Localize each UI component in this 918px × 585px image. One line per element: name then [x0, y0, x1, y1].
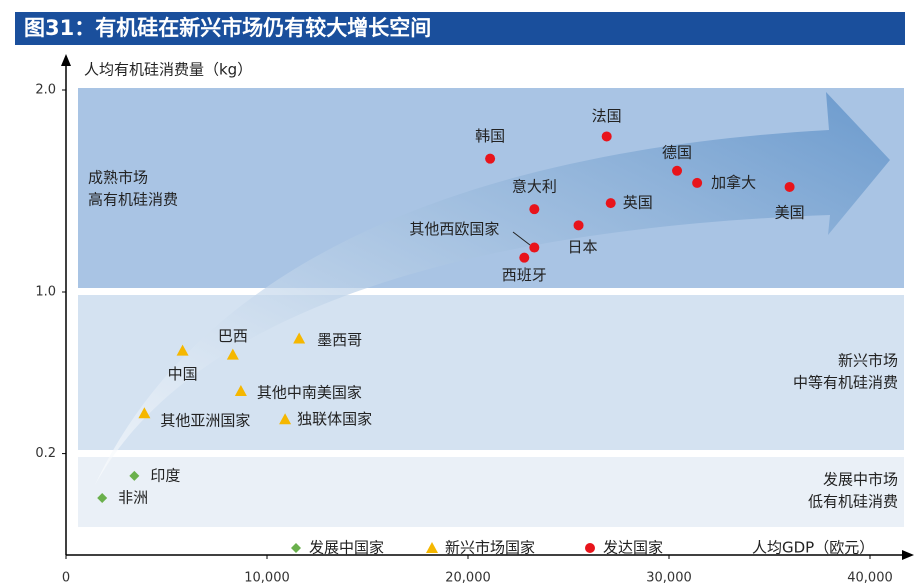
y-tick-label: 0.2 — [35, 446, 56, 461]
point-label: 意大利 — [512, 178, 557, 196]
chart-title: 图31：有机硅在新兴市场仍有较大增长空间 — [24, 16, 431, 40]
region-band — [78, 295, 904, 450]
legend-label: 发达国家 — [603, 539, 663, 557]
legend-label: 新兴市场国家 — [445, 539, 535, 557]
point-label: 印度 — [150, 466, 180, 484]
point-label: 法国 — [592, 107, 622, 125]
x-tick-label: 20,000 — [445, 571, 491, 585]
point-label: 韩国 — [475, 127, 505, 145]
point — [519, 252, 530, 263]
y-tick-label: 2.0 — [35, 83, 56, 98]
title-bar — [15, 12, 905, 45]
point — [529, 242, 540, 253]
point — [129, 470, 140, 481]
x-tick-label: 30,000 — [646, 571, 692, 585]
point — [529, 204, 540, 215]
legend-marker — [426, 542, 438, 553]
legend-marker — [585, 543, 595, 553]
region-label: 新兴市场 — [838, 352, 898, 370]
region-label: 发展中市场 — [823, 471, 898, 489]
region-label: 低有机硅消费 — [808, 493, 898, 511]
region-label: 高有机硅消费 — [88, 191, 178, 209]
point — [97, 493, 108, 504]
point-label: 其他中南美国家 — [257, 383, 362, 401]
point-label: 日本 — [568, 238, 598, 256]
point-label: 德国 — [662, 143, 692, 161]
point-label: 英国 — [623, 194, 653, 212]
y-tick-label: 1.0 — [35, 285, 56, 300]
x-tick-label: 0 — [62, 571, 70, 585]
region-label: 成熟市场 — [88, 169, 148, 187]
point-label: 美国 — [775, 203, 805, 221]
point-label: 独联体国家 — [297, 410, 372, 428]
point-label: 西班牙 — [502, 266, 547, 284]
legend-marker — [291, 543, 301, 553]
point — [293, 332, 306, 344]
point — [784, 181, 795, 192]
point — [605, 198, 616, 209]
x-arrow — [902, 550, 914, 560]
point-label: 其他西欧国家 — [409, 220, 499, 238]
point — [573, 220, 584, 231]
point — [138, 407, 151, 419]
point — [234, 384, 247, 396]
point — [692, 177, 703, 188]
point-label: 非洲 — [118, 489, 148, 507]
point-label: 中国 — [168, 365, 198, 383]
point — [485, 153, 496, 164]
legend-label: 发展中国家 — [309, 539, 384, 557]
point-label: 其他亚洲国家 — [160, 412, 250, 430]
growth-arrow — [95, 92, 890, 485]
x-axis-label: 人均GDP（欧元） — [752, 539, 874, 557]
region-band — [78, 457, 904, 527]
point — [279, 413, 292, 425]
x-tick-label: 10,000 — [244, 571, 290, 585]
point-label: 巴西 — [218, 327, 248, 345]
point-label: 加拿大 — [711, 173, 756, 191]
point — [601, 131, 612, 142]
point — [672, 165, 683, 176]
x-tick-label: 40,000 — [847, 571, 893, 585]
y-arrow — [61, 54, 71, 66]
region-label: 中等有机硅消费 — [793, 374, 898, 392]
y-axis-label: 人均有机硅消费量（kg） — [84, 61, 252, 79]
point-label: 墨西哥 — [317, 331, 362, 349]
point — [226, 348, 239, 360]
leader-line — [512, 231, 531, 246]
point — [176, 344, 189, 356]
